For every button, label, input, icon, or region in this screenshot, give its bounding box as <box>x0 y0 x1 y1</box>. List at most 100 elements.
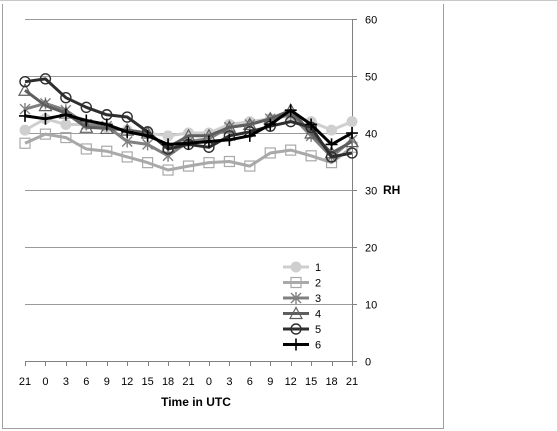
legend-label-2: 2 <box>315 278 321 290</box>
y-axis-title: RH <box>383 183 400 197</box>
x-tick-label-4: 9 <box>104 376 110 388</box>
series-5-point-16 <box>346 147 358 159</box>
series-6-point-13 <box>284 104 297 117</box>
x-axis-title: Time in UTC <box>161 395 231 409</box>
series-6-point-12 <box>264 118 277 131</box>
series-1-point-16 <box>346 116 358 128</box>
series-2-point-11-shape <box>244 160 256 172</box>
series-4-point-0-shape <box>17 82 33 96</box>
series-2-point-8-shape <box>182 160 195 172</box>
series-2 <box>19 128 358 176</box>
series-2-point-2 <box>60 131 72 144</box>
series-5-point-16-shape <box>346 147 358 159</box>
legend-swatch-marker-4 <box>288 306 304 320</box>
x-tick-label-11: 6 <box>247 376 253 388</box>
x-tick-label-1: 0 <box>42 376 48 388</box>
series-2-point-8 <box>182 160 195 172</box>
legend-swatch-marker-4-shape <box>288 306 304 320</box>
series-2-point-13 <box>285 144 297 156</box>
series-2-point-1 <box>39 128 52 140</box>
series-5-point-5 <box>121 111 133 123</box>
x-tick-label-15: 18 <box>325 376 337 388</box>
series-4-point-11 <box>242 117 257 131</box>
series-6-point-11-shape <box>243 129 256 142</box>
grid-layer <box>25 19 352 362</box>
legend-swatch-marker-6-shape <box>290 338 302 351</box>
legend-label-1: 1 <box>315 262 321 274</box>
series-6-point-15-shape <box>325 138 338 151</box>
legend-swatch-marker-5 <box>290 323 302 335</box>
series-layer <box>17 73 360 176</box>
legend-swatch-marker-2-shape <box>290 276 302 289</box>
series-6-point-14 <box>305 118 318 131</box>
legend-swatch-marker-5-shape <box>290 323 302 335</box>
series-2-point-9 <box>203 157 215 169</box>
series-2-point-14 <box>305 150 317 162</box>
series-1-point-15-shape <box>326 124 338 136</box>
series-2-point-10-shape <box>223 155 235 168</box>
series-4-line <box>24 89 353 155</box>
x-tick-label-13: 12 <box>285 376 297 388</box>
y-tick-label-0: 0 <box>365 357 371 369</box>
series-2-point-12 <box>264 147 276 159</box>
series-5-point-15 <box>325 151 338 163</box>
series-6-point-7 <box>162 138 175 151</box>
x-tick-label-14: 15 <box>305 376 317 388</box>
y-tick-label-3: 30 <box>365 186 377 198</box>
series-2-line <box>24 132 353 172</box>
series-2-point-6-shape <box>142 157 154 169</box>
series-6-point-1-shape <box>39 112 52 125</box>
series-6-point-8-shape <box>182 137 195 150</box>
y-tick-label-5: 50 <box>365 72 377 84</box>
series-2-point-2-shape <box>60 131 72 144</box>
series-6-point-16-shape <box>346 127 358 139</box>
legend-swatch-marker-1 <box>290 261 302 273</box>
series-4-point-1-shape <box>38 98 53 112</box>
legend-swatch-marker-3-shape <box>290 292 302 304</box>
legend-layer: 1 2 3 4 5 6 <box>283 261 321 352</box>
series-5-point-2-shape <box>60 91 72 104</box>
legend-label-6: 6 <box>315 340 321 352</box>
legend-entry-4: 4 <box>283 306 321 321</box>
x-tick-label-6: 15 <box>142 376 154 388</box>
series-2-point-14-shape <box>305 150 317 162</box>
series-6-point-3-shape <box>80 114 93 127</box>
y-tick-label-6: 60 <box>365 15 377 27</box>
series-6-point-11 <box>243 129 256 142</box>
series-1-point-0 <box>19 124 31 136</box>
x-tick-label-3: 6 <box>83 376 89 388</box>
series-2-point-0-shape <box>19 137 31 149</box>
series-4-point-10-shape <box>222 120 237 133</box>
series-2-point-12-shape <box>264 147 276 159</box>
series-6-point-14-shape <box>305 118 318 131</box>
series-1-point-0-shape <box>19 124 31 136</box>
series-5-point-1 <box>39 73 52 85</box>
series-2-point-1-shape <box>39 128 52 140</box>
series-4-point-1 <box>38 98 53 112</box>
series-1-point-2 <box>60 118 72 130</box>
series-4-point-3-shape <box>79 120 94 133</box>
series-5-point-1-shape <box>39 73 52 85</box>
x-tick-label-7: 18 <box>162 376 174 388</box>
series-6-point-16 <box>346 127 358 139</box>
series-2-point-7 <box>162 164 174 176</box>
series-2-point-7-shape <box>162 164 174 176</box>
series-4-point-16 <box>344 134 360 148</box>
series-5-point-0-shape <box>19 75 31 88</box>
series-2-point-3 <box>80 143 92 155</box>
x-tick-label-5: 12 <box>121 376 133 388</box>
legend-swatch-marker-2 <box>290 276 302 289</box>
series-6-point-5-shape <box>121 125 134 138</box>
series-2-point-10 <box>223 155 235 168</box>
series-6-point-13-shape <box>284 104 297 117</box>
series-2-point-4-shape <box>101 145 113 157</box>
legend-label-4: 4 <box>315 309 321 321</box>
series-6-point-2-shape <box>59 108 72 121</box>
series-4-point-3 <box>79 120 94 133</box>
series-4-point-10 <box>222 120 237 133</box>
legend-entry-3: 3 <box>283 292 321 305</box>
series-5-point-3-shape <box>80 101 93 114</box>
series-6-point-0-shape <box>19 109 31 122</box>
